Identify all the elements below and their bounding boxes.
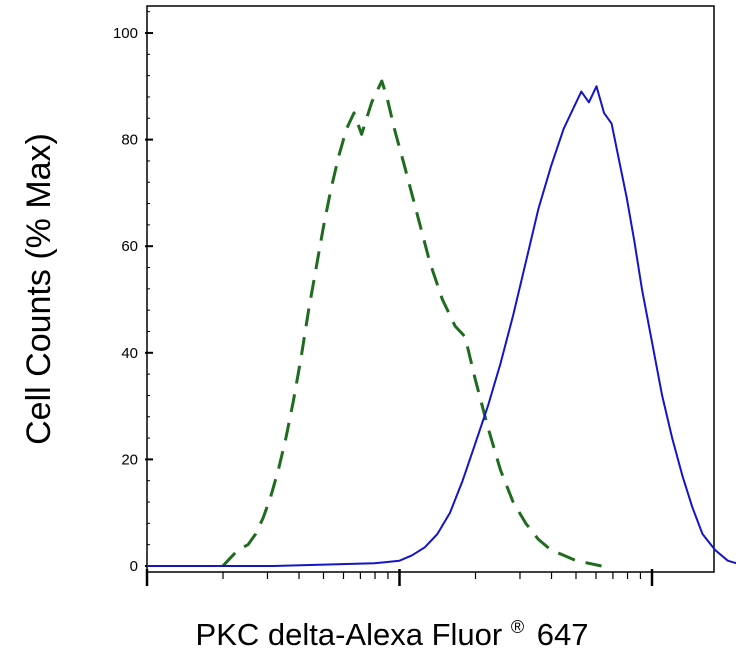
plot-frame (146, 5, 715, 573)
y-tick-label: 100 (113, 25, 138, 42)
y-tick-label: 20 (121, 451, 138, 468)
series-line-solid (147, 85, 736, 567)
y-tick-label: 0 (130, 558, 138, 575)
series-layer (147, 79, 736, 568)
y-tick-label: 60 (121, 238, 138, 255)
x-ticks (145, 569, 654, 586)
x-axis-label-main: PKC delta-Alexa Fluor (196, 617, 503, 652)
x-axis-label: PKC delta-Alexa Fluor ® 647 (196, 605, 589, 652)
y-tick-label: 40 (121, 345, 138, 362)
y-axis-label: Cell Counts (% Max) (20, 133, 58, 445)
series-line-dashed (221, 79, 602, 568)
y-tick-label: 80 (121, 132, 138, 149)
x-axis-label-suffix: 647 (537, 617, 589, 652)
x-axis-label-registered-mark: ® (511, 617, 524, 637)
axes (146, 5, 715, 573)
y-ticks: 0 20 40 60 80 100 (113, 11, 153, 575)
